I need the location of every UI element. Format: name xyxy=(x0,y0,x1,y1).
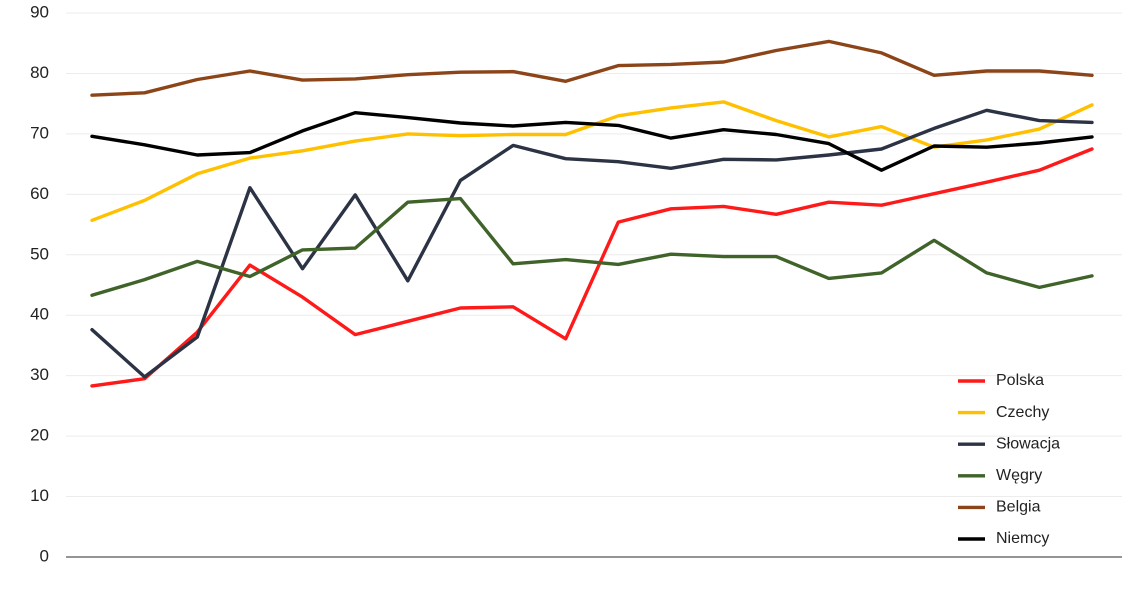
legend-label-0: Polska xyxy=(996,372,1044,389)
legend-label-2: Słowacja xyxy=(996,435,1060,452)
series-line-0 xyxy=(90,147,1094,388)
series-lines xyxy=(90,39,1094,388)
y-tick-label-10: 10 xyxy=(30,486,49,505)
legend-label-5: Niemcy xyxy=(996,530,1049,547)
legend-label-1: Czechy xyxy=(996,404,1049,421)
y-tick-label-40: 40 xyxy=(30,305,49,324)
y-axis-ticks: 0 10 20 30 40 50 60 70 80 90 xyxy=(30,2,49,565)
y-tick-label-90: 90 xyxy=(30,2,49,21)
legend-label-4: Belgia xyxy=(996,499,1041,516)
series-line-2 xyxy=(90,108,1094,379)
series-line-3 xyxy=(90,196,1094,297)
legend: Polska Czechy Słowacja Węgry Belgia Niemcy xyxy=(958,372,1060,547)
gridlines xyxy=(66,12,1122,498)
y-tick-label-70: 70 xyxy=(30,123,49,142)
y-tick-label-20: 20 xyxy=(30,426,49,445)
legend-label-3: Węgry xyxy=(996,467,1042,484)
y-tick-label-50: 50 xyxy=(30,244,49,263)
y-tick-label-60: 60 xyxy=(30,184,49,203)
series-line-5 xyxy=(90,110,1094,172)
y-tick-label-30: 30 xyxy=(30,365,49,384)
series-line-4 xyxy=(90,39,1094,97)
y-tick-label-80: 80 xyxy=(30,63,49,82)
y-tick-label-0: 0 xyxy=(40,546,49,565)
